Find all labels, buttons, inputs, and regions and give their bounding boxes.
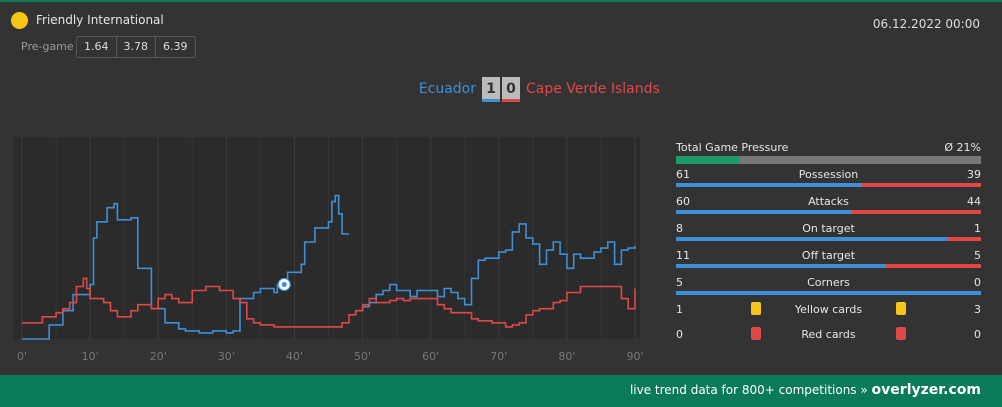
red-card-icon (751, 327, 761, 340)
stat-away-value: 44 (967, 195, 981, 208)
footer-banner[interactable]: live trend data for 800+ competitions » … (0, 375, 1002, 407)
odds-draw: 3.78 (117, 37, 156, 57)
stat-label: On target (802, 222, 855, 235)
stat-label: Possession (798, 168, 859, 181)
stat-bar-home-fill (676, 210, 852, 214)
home-team-name[interactable]: Ecuador (418, 81, 476, 97)
stat-home-value: 8 (676, 222, 683, 235)
odds-away: 6.39 (163, 40, 188, 53)
red-card-icon (896, 327, 906, 340)
yellow-cards-row: 1 Yellow cards 3 (676, 299, 981, 324)
competition-ball-icon (11, 12, 28, 29)
away-score: 0 (502, 77, 520, 102)
pressure-trend-chart: 0' 10' 20' 30' 40' 50' 60' 70' 80' 90' (14, 137, 644, 363)
stat-label: Corners (807, 276, 850, 289)
stat-row-off-target: 11 Off target 5 (676, 245, 981, 272)
game-pressure-row: Total Game Pressure Ø 21% (676, 139, 981, 155)
stat-row-corners: 5 Corners 0 (676, 272, 981, 299)
chart-x-tick-label: 40' (286, 350, 303, 363)
chart-x-tick-label: 0' (17, 350, 27, 363)
pressure-line-ecuador (22, 194, 349, 340)
away-yellow-cards: 3 (974, 303, 981, 316)
chart-x-tick-label: 10' (82, 350, 99, 363)
away-team-name[interactable]: Cape Verde Islands (526, 81, 660, 97)
stat-away-value: 39 (967, 168, 981, 181)
chart-x-tick-label: 60' (422, 350, 439, 363)
goal-ball-icon-center (281, 281, 287, 288)
stat-bar (676, 291, 981, 295)
odds-home: 1.64 (77, 37, 117, 57)
chart-plot-area (14, 137, 640, 339)
stat-label: Attacks (808, 195, 849, 208)
stat-bar (676, 183, 981, 187)
pregame-label: Pre-game (21, 40, 74, 53)
footer-brand: overlyzer.com (871, 382, 981, 398)
home-score: 1 (482, 77, 500, 102)
chart-x-tick-label: 50' (354, 350, 371, 363)
yellow-card-icon (896, 302, 906, 315)
stat-row-on-target: 8 On target 1 (676, 218, 981, 245)
stat-away-value: 5 (974, 249, 981, 262)
competition-name: Friendly International (36, 13, 164, 27)
stat-bar-home-fill (676, 237, 948, 241)
pressure-line-ecuador (355, 223, 636, 312)
chart-x-tick-label: 70' (490, 350, 507, 363)
stat-bar-home-fill (676, 291, 981, 295)
stat-bar (676, 210, 981, 214)
yellow-card-icon (751, 302, 761, 315)
away-red-cards: 0 (974, 328, 981, 341)
game-pressure-bar (676, 156, 981, 164)
red-cards-row: 0 Red cards 0 (676, 324, 981, 349)
game-pressure-fill (676, 156, 741, 164)
home-yellow-cards: 1 (676, 303, 683, 316)
stats-panel: Total Game Pressure Ø 21% 61 Possession 39… (676, 139, 981, 349)
game-pressure-label: Total Game Pressure (676, 141, 789, 154)
stat-away-value: 0 (974, 276, 981, 289)
chart-x-tick-label: 20' (150, 350, 167, 363)
stat-row-attacks: 60 Attacks 44 (676, 191, 981, 218)
stat-bar (676, 264, 981, 268)
chart-x-tick-label: 30' (218, 350, 235, 363)
chart-x-tick-label: 80' (558, 350, 575, 363)
stat-label: Off target (801, 249, 856, 262)
stat-away-value: 1 (974, 222, 981, 235)
chart-x-tick-label: 90' (626, 350, 643, 363)
footer-text[interactable]: live trend data for 800+ competitions » … (630, 382, 981, 398)
yellow-cards-label: Yellow cards (794, 303, 863, 316)
game-pressure-value: Ø 21% (944, 141, 981, 154)
stat-bar-home-fill (676, 264, 886, 268)
stat-home-value: 60 (676, 195, 690, 208)
home-red-cards: 0 (676, 328, 683, 341)
red-cards-label: Red cards (801, 328, 856, 341)
stat-home-value: 61 (676, 168, 690, 181)
pressure-line-cape-verde-islands (22, 277, 636, 328)
stat-row-possession: 61 Possession 39 (676, 164, 981, 191)
scoreline: Ecuador 1 0 Cape Verde Islands (0, 77, 1002, 103)
stat-home-value: 5 (676, 276, 683, 289)
stat-bar (676, 237, 981, 241)
stat-bar-home-fill (676, 183, 863, 187)
pregame-odds: 1.64 3.78 6.39 (76, 36, 196, 58)
stat-home-value: 11 (676, 249, 690, 262)
match-datetime: 06.12.2022 00:00 (872, 17, 980, 31)
footer-tagline: live trend data for 800+ competitions » (629, 383, 868, 397)
